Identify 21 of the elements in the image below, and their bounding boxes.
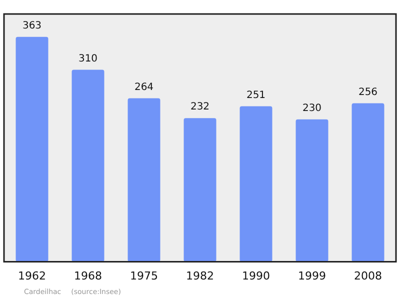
data-label: 251 [246, 90, 266, 101]
bar [72, 70, 104, 262]
x-tick-label: 1982 [186, 269, 214, 282]
bar [16, 36, 48, 262]
x-tick-label: 2008 [354, 269, 382, 282]
x-tick-label: 1990 [242, 269, 270, 282]
bar [184, 118, 216, 262]
data-label: 264 [134, 82, 154, 93]
x-tick-label: 1975 [130, 269, 158, 282]
data-label: 310 [78, 53, 98, 64]
data-label: 363 [22, 20, 42, 32]
data-label: 256 [358, 86, 378, 98]
bar [352, 103, 384, 262]
x-tick-label: 1999 [298, 269, 326, 282]
data-label: 230 [302, 102, 322, 114]
x-tick-label: 1962 [18, 269, 46, 282]
bar [128, 98, 160, 262]
data-label: 232 [190, 102, 210, 113]
bar [296, 119, 328, 262]
x-tick-label: 1968 [74, 269, 102, 282]
bar [240, 106, 272, 262]
